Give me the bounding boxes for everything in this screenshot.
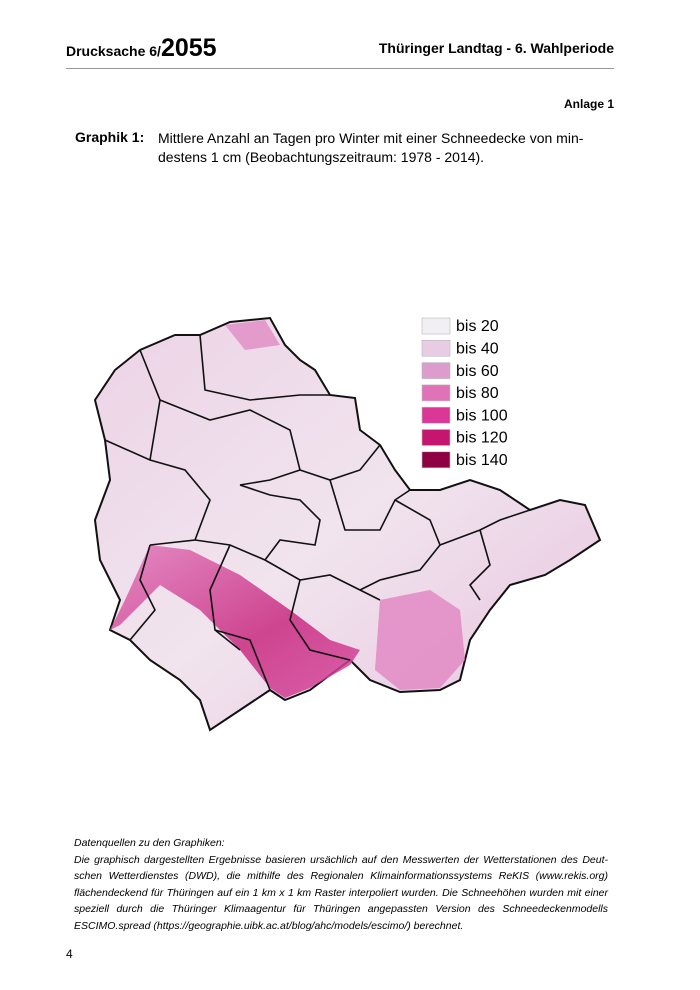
header-rule	[66, 68, 614, 69]
doc-number: 2055	[160, 34, 217, 62]
footnote: Datenquellen zu den Graphiken: Die graph…	[74, 835, 608, 934]
footnote-line: ESCIMO.spread (https://geographie.uibk.a…	[74, 919, 464, 932]
map-body	[93, 316, 602, 732]
legend-swatch	[421, 451, 451, 469]
legend-label: bis 120	[456, 430, 508, 447]
legend-swatch	[421, 362, 451, 379]
legend: bis 20 bis 40 bis 60 bis 80 bis 100 bis 120 bi…	[421, 317, 508, 469]
annex: Anlage 1	[563, 97, 614, 111]
legend-label: bis 80	[456, 385, 499, 402]
figure-caption: Mittlere Anzahl an Tagen pro Winter mit …	[158, 129, 583, 167]
header-title: Thüringer Landtag - 6. Wahlperiode	[378, 40, 614, 56]
ridge-east	[375, 590, 465, 690]
forest-ridge	[110, 545, 360, 698]
legend-label: bis 20	[456, 318, 499, 335]
district-borders	[104, 334, 531, 691]
harz	[225, 320, 280, 350]
figure-label: Graphik 1:	[75, 129, 145, 145]
footnote-line: schen Wetterdienstes (DWD), die mithilfe…	[74, 870, 608, 882]
legend-label: bis 100	[456, 407, 508, 424]
legend-swatch	[421, 317, 451, 335]
legend-swatch	[421, 384, 451, 402]
legend-swatch	[421, 429, 451, 446]
page-number: 4	[66, 947, 73, 961]
caption-line: Mittlere Anzahl an Tagen pro Winter mit …	[158, 130, 584, 146]
footnote-title: Datenquellen zu den Graphiken:	[74, 837, 225, 849]
doc-label: Drucksache 6/	[66, 43, 161, 59]
footnote-line: Die graphisch dargestellten Ergebnisse b…	[74, 853, 608, 866]
legend-label: bis 60	[456, 363, 499, 380]
caption-line: destens 1 cm (Beobachtungszeitraum: 1978…	[158, 149, 485, 165]
legend-label: bis 140	[456, 452, 508, 469]
legend-label: bis 40	[456, 341, 499, 358]
legend-swatch	[421, 339, 451, 357]
legend-swatch	[421, 406, 451, 424]
map: bis 20 bis 40 bis 60 bis 80 bis 100 bis 120 bi…	[93, 316, 602, 732]
doc-id: Drucksache 6/2055	[66, 34, 217, 63]
footnote-line: speziell durch die Thüringer Klimaagentu…	[74, 903, 608, 915]
footnote-line: flächendeckend für Thüringen auf ein 1 k…	[74, 886, 608, 899]
state-outline	[93, 316, 602, 732]
